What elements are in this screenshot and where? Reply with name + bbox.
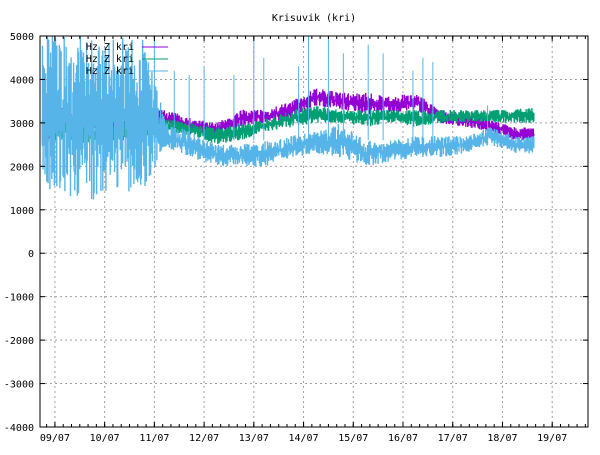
y-tick-label: -4000 bbox=[4, 423, 34, 434]
legend-label: Hz Z kri bbox=[86, 66, 134, 77]
chart-title: Krisuvik (kri) bbox=[272, 13, 356, 24]
x-axis: 09/07 10/07 11/07 12/07 13/07 14/07 15/07 16/07… bbox=[40, 36, 586, 444]
x-tick-label: 12/07 bbox=[189, 433, 219, 444]
plot-frame bbox=[39, 35, 589, 428]
plot-area bbox=[41, 36, 535, 200]
y-tick-label: -2000 bbox=[4, 336, 34, 347]
series-band bbox=[41, 36, 535, 200]
y-tick-label: 5000 bbox=[10, 32, 34, 43]
legend-label: Hz Z kri bbox=[86, 54, 134, 65]
y-axis: 5000 4000 3000 2000 1000 0 -1000 -2000 -3000 -400… bbox=[4, 32, 588, 434]
y-tick-label: 0 bbox=[28, 249, 34, 260]
y-tick-label: 3000 bbox=[10, 119, 34, 130]
x-tick-label: 09/07 bbox=[40, 433, 70, 444]
y-tick-label: -1000 bbox=[4, 293, 34, 304]
x-tick-label: 16/07 bbox=[388, 433, 418, 444]
y-tick-label: 4000 bbox=[10, 75, 34, 86]
x-tick-label: 19/07 bbox=[537, 433, 567, 444]
x-tick-label: 17/07 bbox=[438, 433, 468, 444]
y-tick-label: 2000 bbox=[10, 162, 34, 173]
x-tick-label: 14/07 bbox=[289, 433, 319, 444]
y-tick-label: 1000 bbox=[10, 206, 34, 217]
y-tick-label: -3000 bbox=[4, 380, 34, 391]
x-tick-label: 10/07 bbox=[90, 433, 120, 444]
x-tick-label: 18/07 bbox=[487, 433, 517, 444]
series-line bbox=[42, 111, 535, 156]
legend-label: Hz Z kri bbox=[86, 42, 134, 53]
x-tick-label: 15/07 bbox=[338, 433, 368, 444]
x-tick-label: 13/07 bbox=[239, 433, 269, 444]
x-tick-label: 11/07 bbox=[139, 433, 169, 444]
series-3 bbox=[41, 36, 535, 200]
